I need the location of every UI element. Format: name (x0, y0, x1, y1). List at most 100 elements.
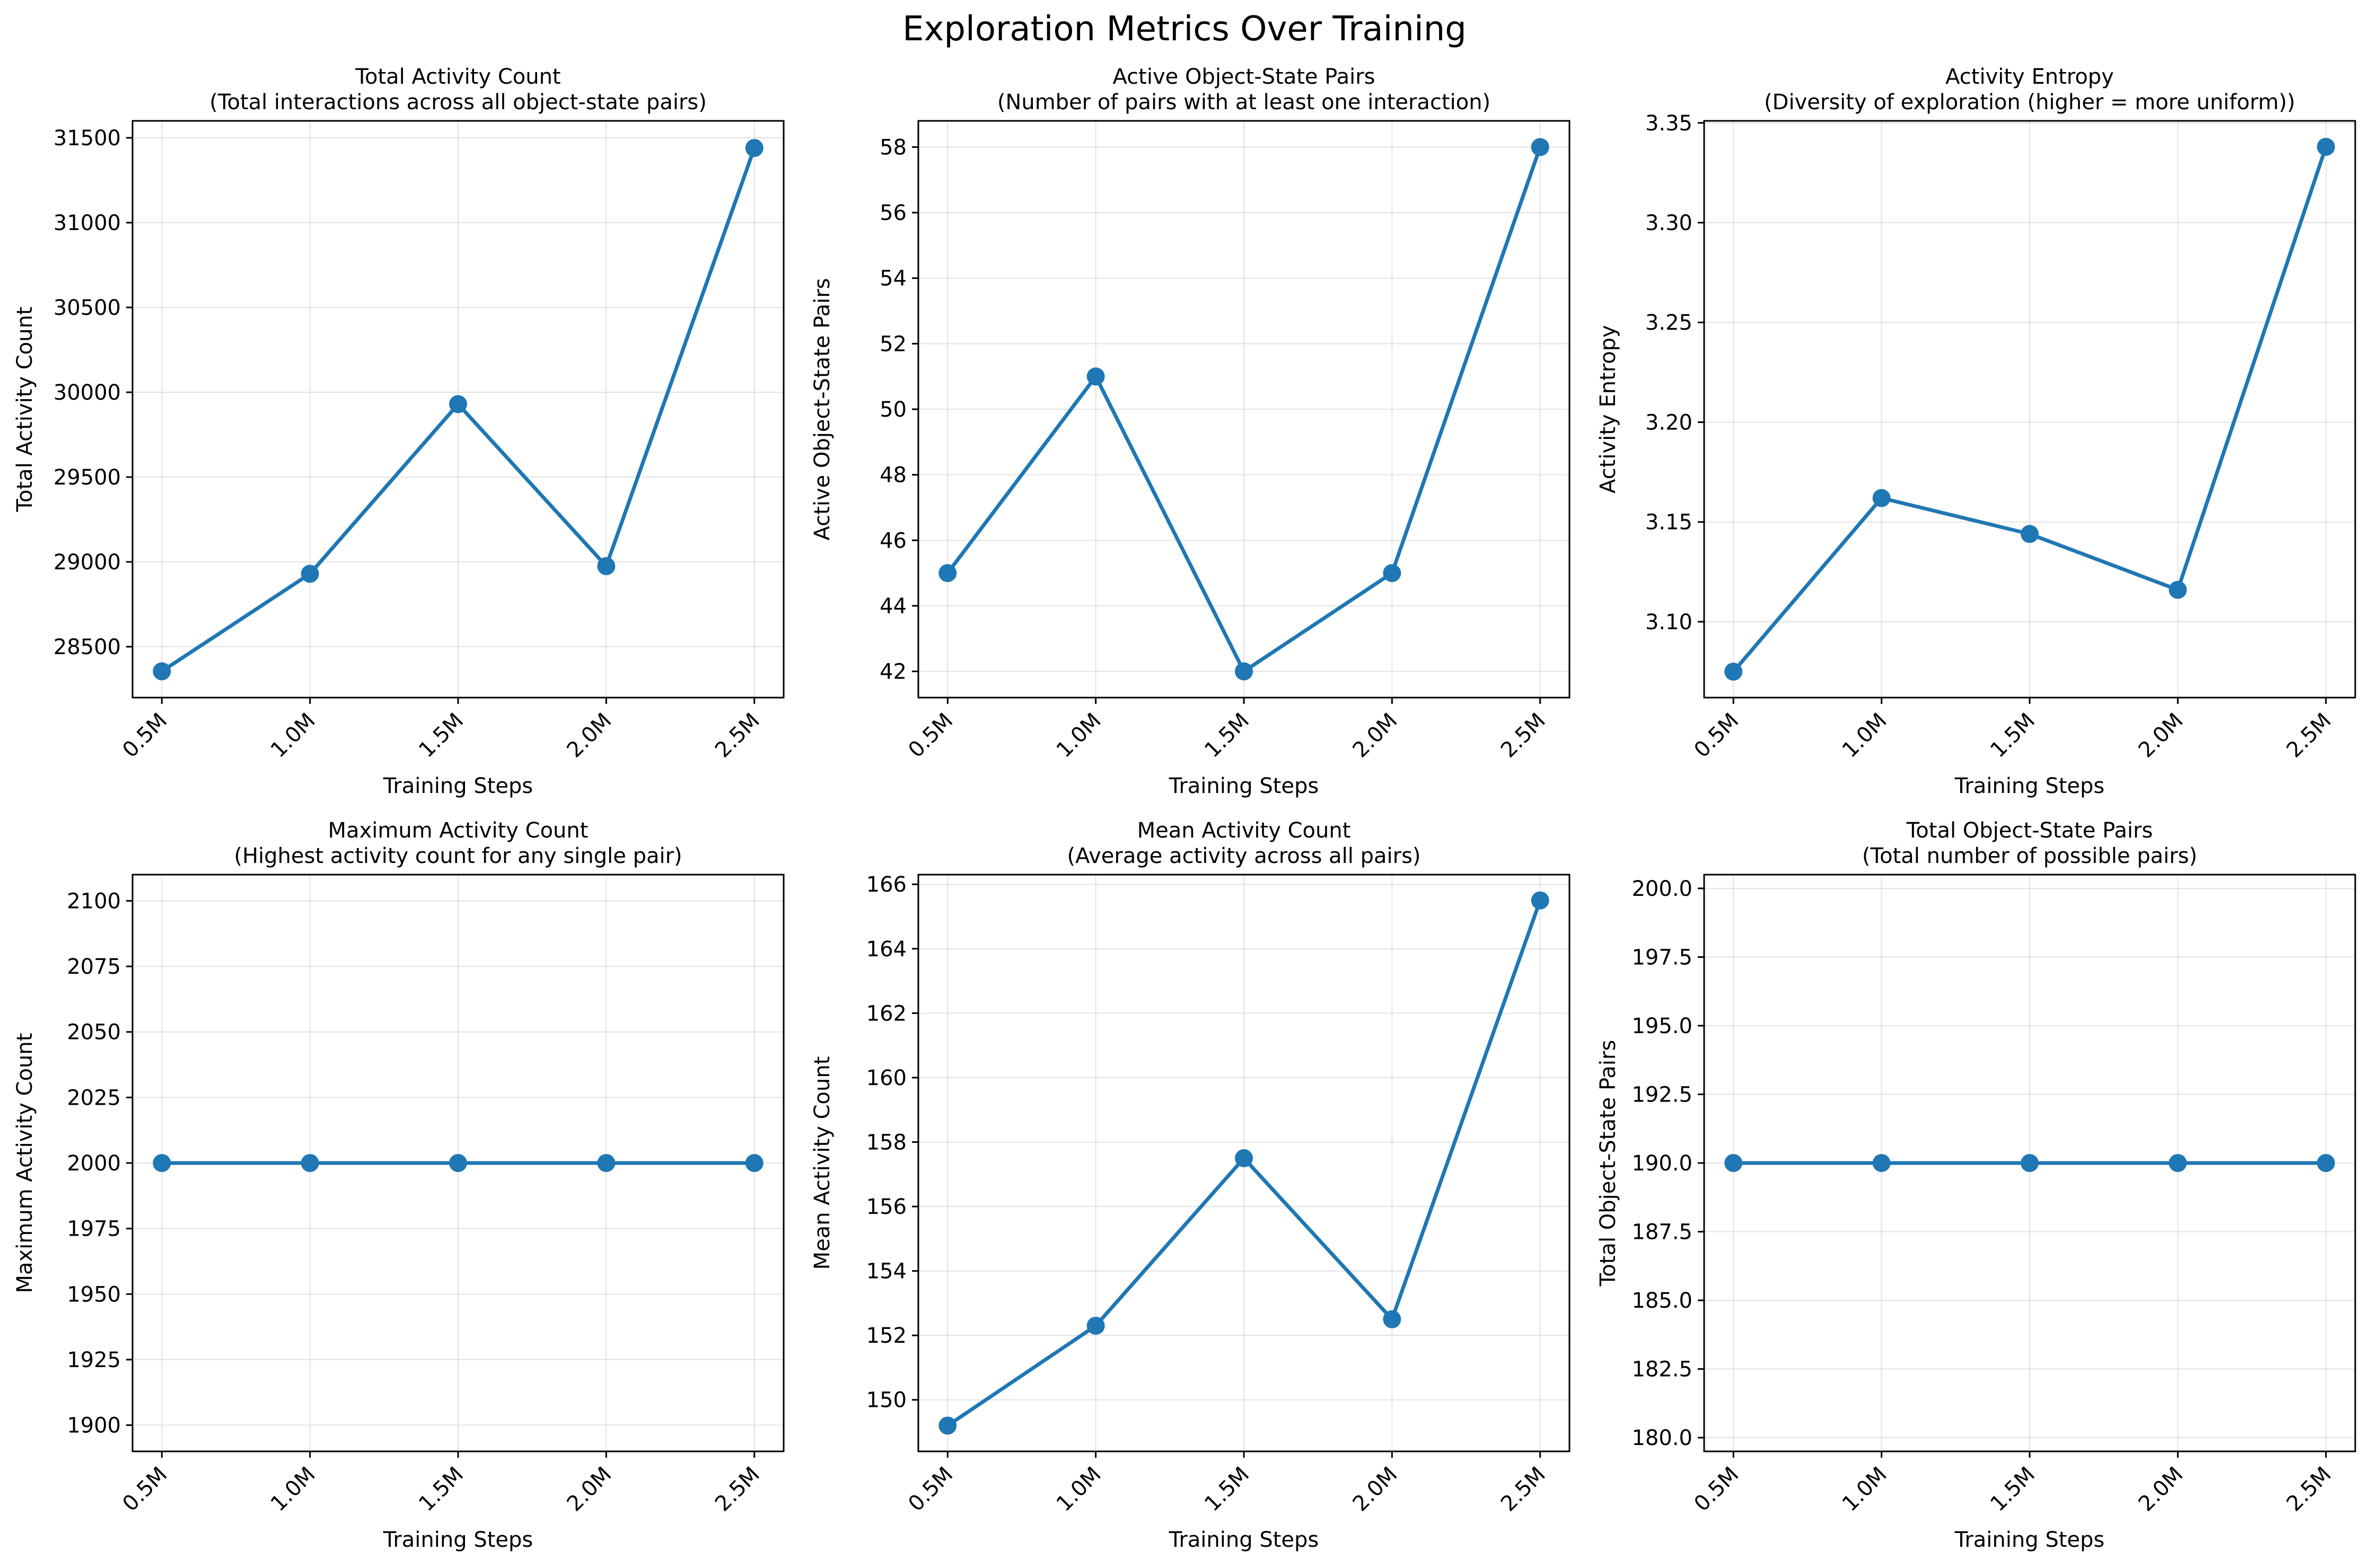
x-tick-label: 1.0M (266, 1463, 320, 1517)
panel-activity-entropy-x-axis-label: Training Steps (1954, 774, 2104, 798)
x-tick-label: 2.0M (563, 709, 617, 763)
panel-mean-activity-count-x-axis-label: Training Steps (1169, 1528, 1319, 1552)
panel-active-object-state-pairs: Active Object-State Pairs(Number of pair… (810, 65, 1570, 798)
y-tick-label: 195.0 (1631, 1014, 1692, 1038)
x-tick-label: 0.5M (903, 709, 958, 763)
y-tick-label: 180.0 (1631, 1426, 1692, 1450)
panel-mean-activity-count-subtitle: (Average activity across all pairs) (1067, 844, 1420, 868)
data-point (153, 662, 171, 681)
y-tick-label: 152 (866, 1324, 907, 1348)
y-tick-label: 166 (866, 873, 907, 897)
y-tick-label: 154 (866, 1259, 907, 1284)
data-point (1724, 663, 1743, 681)
x-tick-label: 2.5M (710, 709, 765, 763)
y-tick-label: 29000 (54, 550, 121, 575)
x-tick-label: 1.5M (1986, 1463, 2040, 1517)
panel-active-object-state-pairs-x-axis-label: Training Steps (1169, 774, 1319, 798)
data-point (745, 139, 764, 157)
panel-maximum-activity-count-axes-frame (131, 874, 785, 1452)
y-tick-label: 3.35 (1645, 111, 1692, 136)
y-tick-label: 3.20 (1645, 410, 1692, 435)
panel-mean-activity-count-title: Mean Activity Count (1137, 818, 1351, 843)
data-point (1235, 662, 1253, 681)
y-tick-label: 1925 (67, 1348, 121, 1372)
panel-total-object-state-pairs-axes-frame (1703, 874, 2356, 1452)
x-tick-label: 2.5M (1496, 1463, 1550, 1517)
y-tick-label: 164 (866, 937, 907, 962)
panel-maximum-activity-count-subtitle: (Highest activity count for any single p… (234, 844, 682, 868)
panel-total-object-state-pairs-x-axis-label: Training Steps (1954, 1528, 2104, 1552)
data-point (2169, 1154, 2187, 1172)
y-tick-label: 3.10 (1645, 610, 1692, 635)
y-tick-label: 2025 (67, 1086, 121, 1110)
y-tick-label: 150 (866, 1388, 907, 1413)
x-tick-label: 1.5M (1200, 709, 1254, 763)
data-point (1383, 564, 1401, 583)
y-tick-label: 2075 (67, 955, 121, 979)
data-point (2317, 137, 2335, 156)
x-tick-label: 1.5M (414, 1463, 468, 1517)
panel-total-object-state-pairs-title: Total Object-State Pairs (1906, 818, 2153, 843)
panel-activity-entropy: Activity Entropy(Diversity of exploratio… (1596, 65, 2356, 798)
x-tick-label: 1.0M (1052, 1463, 1106, 1517)
x-tick-label: 0.5M (1689, 1463, 1743, 1517)
data-point (301, 1154, 319, 1172)
y-tick-label: 185.0 (1631, 1289, 1692, 1313)
panel-activity-entropy-title: Activity Entropy (1945, 65, 2114, 89)
y-tick-label: 44 (880, 594, 907, 619)
x-tick-label: 1.5M (414, 709, 468, 763)
y-tick-label: 54 (880, 267, 907, 291)
panel-active-object-state-pairs-axes-frame (917, 120, 1570, 699)
x-tick-label: 1.0M (1838, 1463, 1892, 1517)
panel-maximum-activity-count-y-axis-label: Maximum Activity Count (13, 1033, 37, 1293)
panel-total-object-state-pairs-subtitle: (Total number of possible pairs) (1862, 844, 2197, 868)
x-tick-label: 1.5M (1986, 709, 2040, 763)
y-tick-label: 158 (866, 1130, 907, 1155)
y-tick-label: 3.25 (1645, 311, 1692, 335)
y-tick-label: 46 (880, 528, 907, 553)
subplot-grid: Total Activity Count(Total interactions … (13, 65, 2356, 1552)
y-tick-label: 1950 (67, 1282, 121, 1307)
y-tick-label: 56 (880, 201, 907, 225)
data-point (2317, 1154, 2335, 1172)
y-tick-label: 48 (880, 463, 907, 488)
data-point (1086, 367, 1105, 386)
x-tick-label: 1.0M (1052, 709, 1106, 763)
panel-maximum-activity-count-x-axis-label: Training Steps (383, 1528, 533, 1552)
y-tick-label: 1975 (67, 1217, 121, 1241)
panel-active-object-state-pairs-title: Active Object-State Pairs (1113, 65, 1375, 89)
x-tick-label: 0.5M (903, 1463, 958, 1517)
y-tick-label: 160 (866, 1066, 907, 1090)
data-point (938, 564, 957, 583)
y-tick-label: 187.5 (1631, 1220, 1692, 1245)
panel-total-activity-count-subtitle: (Total interactions across all object-st… (209, 90, 707, 114)
y-tick-label: 2100 (67, 889, 121, 913)
x-tick-label: 2.0M (2134, 1463, 2188, 1517)
panel-activity-entropy-y-axis-label: Activity Entropy (1596, 325, 1620, 494)
y-tick-label: 190.0 (1631, 1151, 1692, 1176)
y-tick-label: 192.5 (1631, 1082, 1692, 1107)
x-tick-label: 0.5M (118, 709, 172, 763)
y-tick-label: 156 (866, 1195, 907, 1219)
x-tick-label: 2.5M (710, 1463, 765, 1517)
panel-total-activity-count: Total Activity Count(Total interactions … (13, 65, 785, 798)
y-tick-label: 2050 (67, 1020, 121, 1045)
panel-active-object-state-pairs-subtitle: (Number of pairs with at least one inter… (997, 90, 1490, 114)
data-point (2169, 580, 2187, 599)
x-tick-label: 0.5M (118, 1463, 172, 1517)
y-tick-label: 200.0 (1631, 877, 1692, 901)
x-tick-label: 1.0M (266, 709, 320, 763)
y-tick-label: 58 (880, 135, 907, 160)
data-point (449, 395, 467, 413)
y-tick-label: 31000 (54, 211, 121, 235)
figure-title: Exploration Metrics Over Training (902, 10, 1467, 49)
y-tick-label: 197.5 (1631, 945, 1692, 970)
data-point (745, 1154, 764, 1172)
data-point (1235, 1149, 1253, 1167)
panel-maximum-activity-count-title: Maximum Activity Count (328, 818, 589, 843)
x-tick-label: 2.0M (1348, 1463, 1402, 1517)
data-point (597, 1154, 616, 1172)
data-point (1724, 1154, 1743, 1172)
panel-maximum-activity-count: Maximum Activity Count(Highest activity … (13, 818, 785, 1552)
